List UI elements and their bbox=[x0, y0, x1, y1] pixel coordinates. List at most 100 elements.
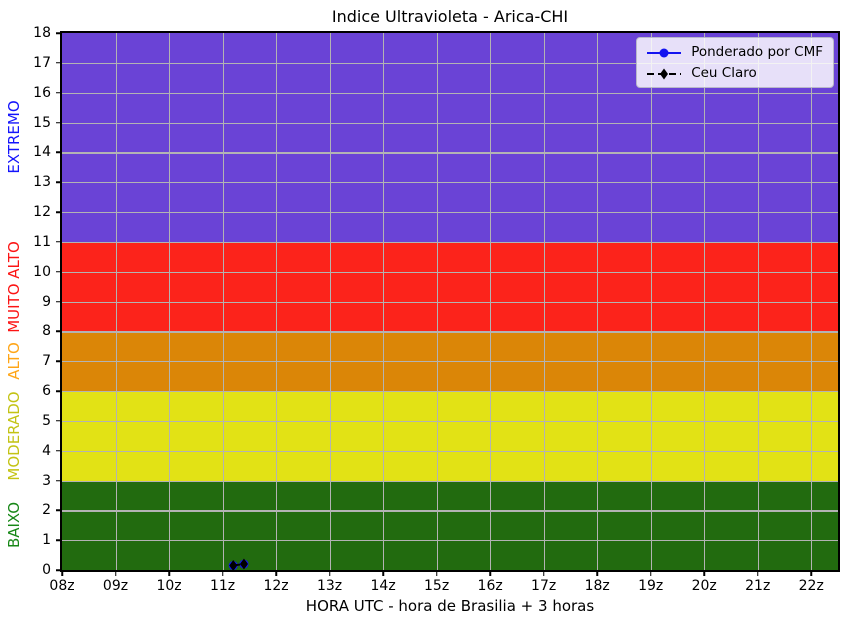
band-label-baixo: BAIXO bbox=[5, 502, 23, 549]
gridline-y-14 bbox=[62, 152, 838, 154]
gridline-y-13 bbox=[62, 182, 838, 184]
x-tick-label-21: 21z bbox=[745, 578, 771, 594]
legend-label-ceu-claro: Ceu Claro bbox=[691, 65, 757, 81]
x-tick-label-19: 19z bbox=[638, 578, 664, 594]
x-tick-19 bbox=[649, 572, 652, 576]
y-tick-17 bbox=[56, 62, 60, 64]
gridline-y-8 bbox=[62, 331, 838, 333]
y-tick-13 bbox=[56, 181, 60, 183]
x-tick-17 bbox=[542, 572, 545, 576]
gridline-y-4 bbox=[62, 450, 838, 452]
y-tick-label-4: 4 bbox=[42, 442, 51, 459]
y-tick-4 bbox=[56, 449, 60, 452]
gridline-y-12 bbox=[62, 212, 838, 214]
x-tick-label-13: 13z bbox=[316, 578, 343, 594]
y-tick-label-12: 12 bbox=[33, 204, 51, 220]
x-tick-18 bbox=[596, 572, 598, 576]
x-tick-label-16: 16z bbox=[477, 578, 503, 594]
band-baixo bbox=[62, 480, 838, 570]
y-tick-label-15: 15 bbox=[33, 114, 51, 131]
y-tick-3 bbox=[56, 479, 60, 482]
y-tick-11 bbox=[56, 241, 60, 243]
y-tick-18 bbox=[56, 32, 60, 34]
x-tick-label-15: 15z bbox=[424, 578, 450, 594]
chart-title: Indice Ultravioleta - Arica-CHI bbox=[331, 7, 569, 26]
band-moderado bbox=[62, 391, 838, 481]
x-tick-21 bbox=[756, 572, 759, 576]
y-tick-9 bbox=[56, 300, 60, 303]
gridline-y-5 bbox=[62, 420, 838, 423]
x-axis-title: HORA UTC - hora de Brasilia + 3 horas bbox=[305, 597, 595, 615]
gridline-y-2 bbox=[62, 510, 838, 512]
x-axis: 08z 09z 10z 11z 12z 13z 14z 15z 16z 17z 18z 19z 20z 2… bbox=[49, 572, 838, 606]
y-tick-label-5: 5 bbox=[42, 412, 51, 429]
y-tick-14 bbox=[56, 151, 60, 154]
band-label-moderado: MODERADO bbox=[5, 391, 23, 481]
legend-entry-ceu-claro: Ceu Claro bbox=[646, 65, 823, 81]
y-tick-label-11: 11 bbox=[33, 233, 51, 250]
legend-sample-ponderado-line-circle-icon bbox=[646, 45, 682, 59]
gridline-y-7 bbox=[62, 361, 838, 363]
x-tick-label-17: 17z bbox=[531, 578, 557, 594]
legend-sample-ceu-claro-line-diamond-icon bbox=[646, 66, 682, 80]
band-labels: BAIXO MODERADO ALTO MUITO ALTO EXTREMO bbox=[0, 33, 28, 570]
legend-entry-ponderado: Ponderado por CMF bbox=[646, 44, 823, 60]
x-tick-16 bbox=[489, 572, 491, 576]
x-tick-label-11: 11z bbox=[209, 578, 236, 594]
legend-sample-svg-ceu-claro bbox=[647, 68, 682, 80]
series-marker-ceu-claro-0 bbox=[229, 560, 238, 572]
y-tick-8 bbox=[56, 330, 60, 333]
legend-label-ponderado: Ponderado por CMF bbox=[691, 44, 823, 60]
legend-sample-svg-ponderado-por-cmf bbox=[647, 48, 682, 58]
band-label-alto: ALTO bbox=[5, 342, 23, 380]
x-tick-label-14: 14z bbox=[370, 578, 396, 594]
series-layer bbox=[62, 33, 838, 572]
y-tick-label-14: 14 bbox=[33, 144, 51, 161]
y-tick-label-2: 2 bbox=[42, 502, 51, 519]
gridline-y-15 bbox=[62, 122, 838, 124]
x-tick-12 bbox=[275, 572, 277, 576]
x-tick-10 bbox=[168, 572, 170, 576]
x-tick-label-22: 22z bbox=[798, 578, 824, 594]
x-tick-22 bbox=[810, 572, 812, 576]
gridline-y-3 bbox=[62, 480, 838, 482]
y-tick-label-3: 3 bbox=[42, 472, 51, 489]
y-tick-label-6: 6 bbox=[42, 383, 51, 399]
y-tick-16 bbox=[56, 91, 60, 94]
x-tick-8 bbox=[61, 572, 63, 576]
x-tick-20 bbox=[703, 572, 705, 576]
y-tick-label-8: 8 bbox=[42, 323, 51, 340]
x-tick-label-8: 08z bbox=[49, 578, 75, 594]
x-tick-label-18: 18z bbox=[584, 578, 610, 594]
x-tick-13 bbox=[328, 572, 331, 576]
y-tick-2 bbox=[56, 509, 60, 512]
x-tick-11 bbox=[221, 572, 224, 576]
legend: Ponderado por CMF Ceu Claro bbox=[636, 37, 834, 88]
gridline-y-16 bbox=[62, 92, 838, 94]
y-tick-5 bbox=[56, 420, 60, 422]
y-tick-1 bbox=[56, 539, 60, 541]
band-muito-alto bbox=[62, 241, 838, 332]
x-tick-14 bbox=[382, 572, 384, 576]
y-tick-label-13: 13 bbox=[33, 174, 51, 191]
x-tick-label-10: 10z bbox=[156, 578, 182, 594]
x-tick-9 bbox=[114, 572, 117, 576]
y-tick-7 bbox=[56, 360, 60, 362]
y-tick-10 bbox=[56, 270, 60, 273]
x-tick-label-12: 12z bbox=[263, 578, 289, 594]
y-tick-label-7: 7 bbox=[42, 353, 51, 370]
gridline-y-6 bbox=[62, 391, 838, 393]
x-tick-label-9: 09z bbox=[102, 578, 129, 594]
x-tick-label-20: 20z bbox=[691, 578, 717, 594]
band-label-extremo: EXTREMO bbox=[5, 100, 23, 175]
y-tick-0 bbox=[56, 569, 60, 571]
y-tick-label-9: 9 bbox=[42, 293, 51, 310]
gridline-y-17 bbox=[62, 62, 838, 65]
gridline-y-10 bbox=[62, 271, 838, 273]
y-tick-6 bbox=[56, 390, 60, 392]
gridline-y-11 bbox=[62, 241, 838, 244]
y-tick-15 bbox=[56, 121, 60, 124]
x-tick-15 bbox=[435, 572, 438, 576]
y-tick-label-18: 18 bbox=[33, 25, 51, 41]
plot-area: Ponderado por CMF Ceu Claro bbox=[62, 33, 838, 572]
